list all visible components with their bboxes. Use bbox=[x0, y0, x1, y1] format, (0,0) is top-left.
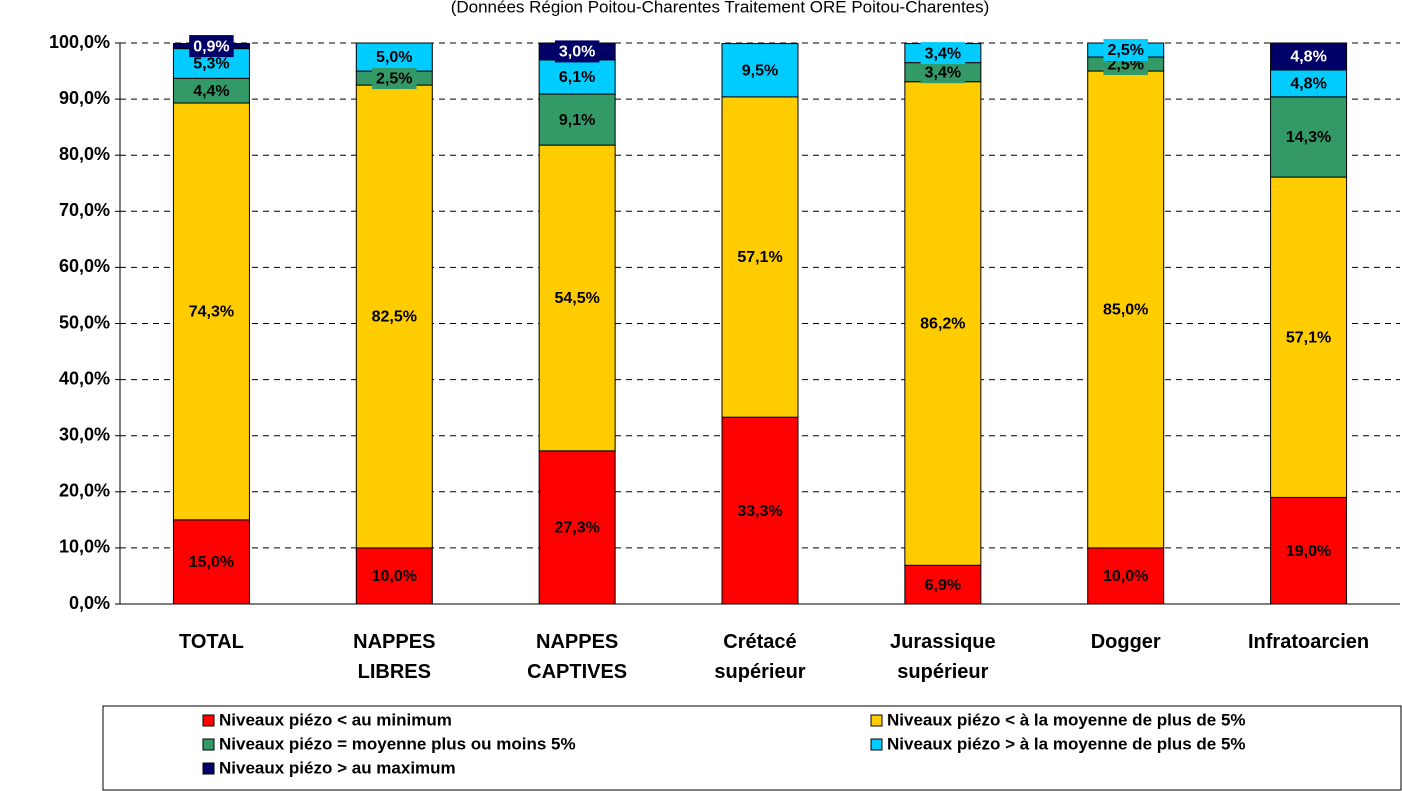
x-tick-label: Jurassique supérieur bbox=[890, 631, 996, 683]
chart-subtitle: (Données Région Poitou-Charentes Traitem… bbox=[451, 0, 990, 16]
value-label: 54,5% bbox=[554, 290, 599, 307]
value-label-bg bbox=[189, 79, 234, 102]
legend-label: Niveaux piézo < à la moyenne de plus de … bbox=[887, 710, 1246, 729]
value-label-bg bbox=[550, 516, 604, 539]
value-label: 14,3% bbox=[1286, 129, 1331, 146]
value-label-bg bbox=[554, 40, 600, 63]
legend-label: Niveaux piézo > à la moyenne de plus de … bbox=[887, 734, 1246, 753]
value-label-bg bbox=[372, 67, 417, 90]
value-label-bg bbox=[372, 46, 417, 69]
value-label: 82,5% bbox=[372, 309, 417, 326]
value-label: 85,0% bbox=[1103, 302, 1148, 319]
x-tick-label: Infratoarcien bbox=[1247, 631, 1370, 653]
x-tick-label: TOTAL bbox=[179, 631, 244, 653]
value-label: 0,9% bbox=[193, 38, 229, 55]
value-label-bg bbox=[737, 59, 783, 82]
legend-box bbox=[102, 705, 1402, 791]
value-label-bg bbox=[920, 573, 966, 596]
value-label-bg bbox=[367, 305, 421, 328]
value-label-bg bbox=[189, 35, 234, 58]
value-label: 4,4% bbox=[193, 83, 229, 100]
x-tick-label: Crétacé supérieur bbox=[714, 631, 806, 683]
value-label: 10,0% bbox=[1103, 568, 1148, 585]
value-label-bg bbox=[920, 42, 966, 65]
value-label: 3,4% bbox=[925, 64, 961, 81]
value-label: 15,0% bbox=[189, 554, 234, 571]
value-label: 5,0% bbox=[376, 49, 412, 66]
value-label-bg bbox=[920, 61, 966, 84]
y-tick-label: 10,0% bbox=[59, 537, 110, 557]
value-label-bg bbox=[184, 550, 239, 573]
value-label: 4,8% bbox=[1290, 76, 1326, 93]
value-label-bg bbox=[1099, 298, 1153, 321]
y-tick-label: 60,0% bbox=[59, 256, 110, 276]
x-tick-label: Dogger bbox=[1090, 631, 1161, 653]
legend-swatch bbox=[870, 714, 883, 727]
value-label-bg bbox=[550, 286, 604, 309]
y-tick-label: 100,0% bbox=[49, 32, 110, 52]
value-label: 9,1% bbox=[559, 112, 595, 129]
value-label-bg bbox=[554, 108, 600, 131]
y-tick-label: 50,0% bbox=[59, 312, 110, 332]
value-label-bg bbox=[1099, 564, 1153, 587]
value-label: 19,0% bbox=[1286, 543, 1331, 560]
y-tick-label: 90,0% bbox=[59, 88, 110, 108]
y-tick-label: 30,0% bbox=[59, 424, 110, 444]
y-tick-label: 20,0% bbox=[59, 481, 110, 501]
value-label: 6,9% bbox=[925, 577, 961, 594]
legend-swatch bbox=[202, 738, 215, 751]
value-label: 3,0% bbox=[559, 44, 595, 61]
legend-label: Niveaux piézo > au maximum bbox=[219, 758, 456, 777]
y-tick-label: 80,0% bbox=[59, 144, 110, 164]
legend-label: Niveaux piézo < au minimum bbox=[219, 710, 452, 729]
x-tick-label: NAPPES LIBRES bbox=[353, 631, 436, 683]
value-label: 6,1% bbox=[559, 69, 595, 86]
y-tick-label: 40,0% bbox=[59, 368, 110, 388]
x-tick-label: NAPPES CAPTIVES bbox=[527, 631, 628, 683]
value-label: 74,3% bbox=[189, 304, 234, 321]
value-label: 5,3% bbox=[193, 56, 229, 73]
value-label-bg bbox=[554, 65, 600, 88]
value-label: 57,1% bbox=[1286, 329, 1331, 346]
legend-swatch bbox=[870, 738, 883, 751]
value-label-bg bbox=[367, 564, 421, 587]
value-label-bg bbox=[1281, 125, 1336, 148]
value-label-bg bbox=[1281, 539, 1336, 562]
legend-swatch bbox=[202, 714, 215, 727]
value-label: 27,3% bbox=[554, 520, 599, 537]
value-label: 4,8% bbox=[1290, 49, 1326, 66]
value-label-bg bbox=[1286, 72, 1331, 95]
value-label: 86,2% bbox=[920, 316, 965, 333]
value-label: 57,1% bbox=[737, 249, 782, 266]
value-label-bg bbox=[1286, 45, 1331, 68]
y-tick-label: 70,0% bbox=[59, 200, 110, 220]
y-tick-label: 0,0% bbox=[69, 593, 110, 613]
value-label-bg bbox=[1281, 326, 1336, 349]
value-label: 3,4% bbox=[925, 45, 961, 62]
value-label-bg bbox=[916, 312, 970, 335]
legend-label: Niveaux piézo = moyenne plus ou moins 5% bbox=[219, 734, 576, 753]
value-label: 33,3% bbox=[737, 503, 782, 520]
value-label-bg bbox=[189, 52, 234, 75]
value-label-bg bbox=[733, 246, 787, 269]
value-label-bg bbox=[733, 499, 787, 522]
value-label: 2,5% bbox=[1107, 42, 1143, 59]
value-label: 9,5% bbox=[742, 62, 778, 79]
legend-swatch bbox=[202, 762, 215, 775]
value-label: 10,0% bbox=[372, 568, 417, 585]
value-label: 2,5% bbox=[376, 70, 412, 87]
value-label-bg bbox=[184, 300, 239, 323]
value-label-bg bbox=[1103, 39, 1148, 62]
